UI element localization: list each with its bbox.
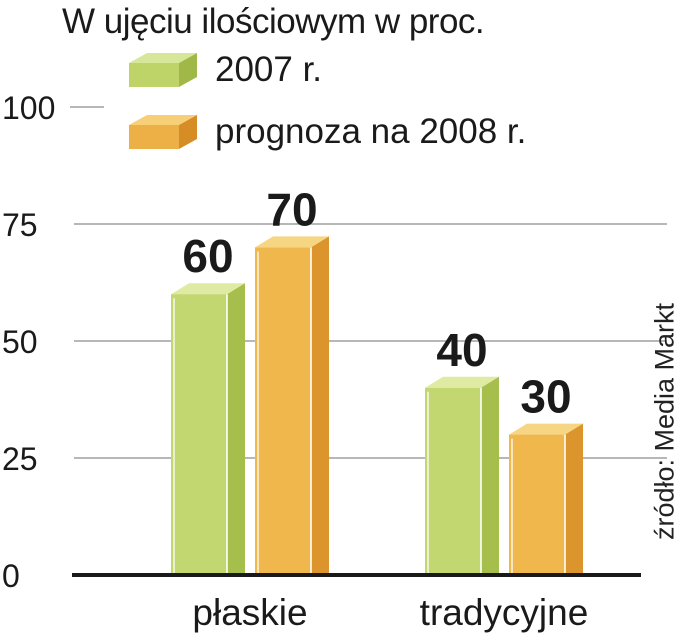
bar-side: [227, 283, 245, 575]
bar-płaskie-series-2008: 70: [255, 183, 329, 575]
y-tick-label: 75: [2, 207, 38, 243]
bars: 60 70 40 30: [171, 183, 583, 575]
y-tick-label: 100: [2, 90, 55, 126]
source-note: źródło: Media Markt: [649, 302, 680, 541]
bar-front: [255, 247, 311, 575]
bar-side: [311, 236, 329, 575]
bar-płaskie-series-2007: 60: [171, 230, 245, 575]
bar-top: [255, 236, 329, 248]
bar-top: [509, 423, 583, 435]
y-tick-label: 25: [2, 441, 38, 477]
x-tick-label: tradycyjne: [420, 592, 589, 633]
y-axis-ticks: 0 25 50 75 100: [2, 90, 55, 594]
legend-item-2007: 2007 r.: [125, 49, 322, 91]
bar-front: [509, 434, 565, 575]
bar-top: [171, 283, 245, 295]
data-label: 40: [436, 324, 487, 376]
bar-tradycyjne-series-2007: 40: [425, 324, 499, 575]
bar-front: [425, 387, 481, 575]
bar-front: [171, 294, 227, 575]
data-label: 30: [520, 371, 571, 423]
bar-side: [565, 423, 583, 575]
bar-side: [481, 376, 499, 575]
legend-label-2007: 2007 r.: [215, 50, 323, 89]
data-label: 70: [266, 183, 317, 235]
data-label: 60: [182, 230, 233, 282]
chart-title: W ujęciu ilościowym w proc.: [62, 2, 485, 41]
legend-label-2008: prognoza na 2008 r.: [215, 112, 527, 151]
grid-lines: [70, 106, 667, 459]
legend-swatch-2007: [129, 53, 197, 87]
legend-swatch-2008: [129, 115, 197, 149]
legend-item-2008: prognoza na 2008 r.: [125, 111, 526, 153]
x-axis-labels: płaskie tradycyjne: [192, 592, 588, 633]
bar-tradycyjne-series-2008: 30: [509, 371, 583, 575]
bar-top: [425, 376, 499, 388]
y-tick-label: 0: [2, 558, 20, 594]
x-tick-label: płaskie: [192, 592, 307, 633]
y-tick-label: 50: [2, 324, 38, 360]
